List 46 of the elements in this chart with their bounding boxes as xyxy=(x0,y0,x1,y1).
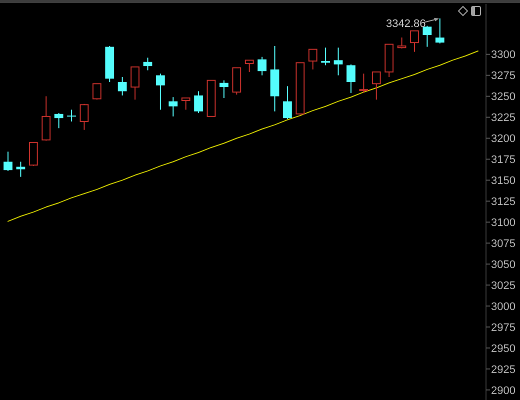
y-tick-label: 3275 xyxy=(491,70,516,82)
y-tick-label: 3150 xyxy=(491,175,516,188)
candlestick xyxy=(220,80,228,98)
y-tick-label: 2925 xyxy=(491,364,516,376)
candlestick xyxy=(397,37,406,49)
y-tick-label: 3100 xyxy=(491,216,516,229)
candlestick xyxy=(258,56,266,76)
annotation: 3342.86 xyxy=(386,18,426,30)
candlestick xyxy=(244,60,254,72)
candlestick xyxy=(143,57,152,71)
candlestick xyxy=(181,97,190,110)
y-tick-label: 3200 xyxy=(491,133,516,146)
y-tick-label: 2975 xyxy=(491,322,516,334)
candlestick xyxy=(130,66,140,100)
candlestick xyxy=(42,96,51,142)
line-series xyxy=(8,50,478,222)
y-tick-label: 3000 xyxy=(491,300,516,313)
candlestick xyxy=(80,103,89,130)
candlestick xyxy=(194,90,203,114)
candlestick xyxy=(168,96,178,117)
candlestick xyxy=(346,64,356,94)
candlestick xyxy=(372,71,381,100)
candlestick xyxy=(334,47,343,76)
y-tick-label: 3025 xyxy=(491,280,516,292)
y-tick-label: 3300 xyxy=(491,49,516,62)
y-tick-label: 3250 xyxy=(491,91,516,104)
candlestick xyxy=(359,73,368,94)
y-tick-label: 2900 xyxy=(491,384,516,397)
candlestick xyxy=(435,18,444,44)
candlestick xyxy=(321,47,330,66)
candlestick xyxy=(384,44,394,78)
candlestick xyxy=(4,151,12,172)
y-tick-label: 3125 xyxy=(491,196,516,208)
candlestick xyxy=(118,76,127,96)
y-tick-label: 2950 xyxy=(491,342,516,355)
y-tick-label: 3175 xyxy=(491,154,516,166)
candlestick xyxy=(410,30,419,52)
y-tick-label: 3225 xyxy=(491,112,516,124)
candlestick xyxy=(67,109,76,122)
y-tick-label: 3050 xyxy=(491,258,516,271)
candlestick xyxy=(16,161,26,178)
candlestick xyxy=(54,112,64,129)
candlestick xyxy=(283,86,292,120)
candlestick xyxy=(308,48,318,70)
y-tick-label: 3075 xyxy=(491,238,516,250)
candlestick xyxy=(156,73,165,110)
